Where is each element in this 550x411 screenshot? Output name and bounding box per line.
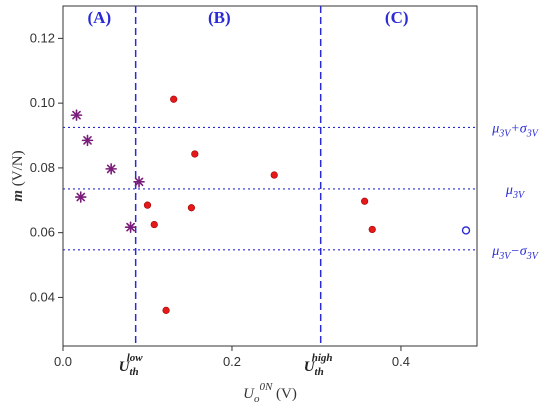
reference-line-label: μ3V−σ3V xyxy=(491,244,540,262)
red-point xyxy=(162,306,170,314)
threshold-label-sub: th xyxy=(130,366,139,378)
x-axis-title-sup: 0N xyxy=(259,381,273,393)
ref-label-sub2: 3V xyxy=(526,251,540,262)
red-point xyxy=(187,204,196,212)
ref-label-rest: +σ xyxy=(510,121,527,136)
x-axis-title-sub: o xyxy=(254,393,260,405)
region-labels: (A) (B) (C) xyxy=(88,8,409,27)
threshold-label-sup: high xyxy=(312,352,333,364)
threshold-label-base: U xyxy=(119,359,131,375)
red-point xyxy=(191,150,199,158)
x-tick-label: 0.2 xyxy=(223,354,241,369)
threshold-label-sub: th xyxy=(315,366,324,378)
threshold-label-sup: low xyxy=(127,352,144,364)
x-axis-title: Uo0N (V) xyxy=(243,381,297,405)
x-tick-label: 0.0 xyxy=(54,354,72,369)
plot-axes: 0.0 0.2 0.4 0.04 0.06 0.08 0.10 0.12 xyxy=(30,5,478,369)
ref-label-main: μ xyxy=(491,121,499,136)
ref-label-sub: 3V xyxy=(498,251,512,262)
axis-titles: Uo0N (V) m (V/N) xyxy=(10,150,297,405)
red-point xyxy=(143,201,152,209)
region-label: (C) xyxy=(385,8,409,27)
data-points xyxy=(70,95,471,314)
y-tick-label: 0.12 xyxy=(30,30,55,45)
star-stroke xyxy=(76,192,86,202)
reference-line-label: μ3V+σ3V xyxy=(491,121,540,139)
y-axis-title-main: m xyxy=(10,190,26,202)
threshold-label: Uth high xyxy=(304,352,333,378)
star-point xyxy=(81,134,94,147)
red-point xyxy=(270,171,278,179)
red-point xyxy=(368,225,376,234)
ref-label-rest: −σ xyxy=(510,244,527,259)
ref-label-sub2: 3V xyxy=(526,128,540,139)
star-stroke xyxy=(126,222,135,232)
region-label: (B) xyxy=(208,8,231,27)
star-stroke xyxy=(106,164,116,174)
y-axis-title-unit: (V/N) xyxy=(10,150,26,190)
ref-label-sub: 3V xyxy=(498,128,512,139)
ref-label-sub: 3V xyxy=(512,190,526,201)
red-point xyxy=(170,95,178,103)
x-axis-title-main: U xyxy=(243,386,255,402)
star-point xyxy=(74,191,87,203)
star-stroke xyxy=(72,110,81,120)
ref-label-main: μ xyxy=(491,244,499,259)
region-label: (A) xyxy=(88,8,112,27)
y-tick-label: 0.08 xyxy=(30,160,55,175)
threshold-label-base: U xyxy=(304,359,316,375)
threshold-label: Uth low xyxy=(119,352,144,378)
plot-frame xyxy=(62,5,478,347)
red-point xyxy=(150,220,158,229)
x-tick-label: 0.4 xyxy=(392,354,410,369)
star-point xyxy=(105,163,117,175)
star-stroke xyxy=(83,136,92,145)
star-point xyxy=(133,176,145,188)
red-point xyxy=(361,197,369,205)
x-axis-title-unit: (V) xyxy=(272,386,297,402)
ref-label-main: μ xyxy=(505,183,513,198)
y-tick-label: 0.10 xyxy=(30,95,55,110)
star-point xyxy=(124,221,137,233)
star-stroke xyxy=(134,177,144,187)
y-tick-label: 0.04 xyxy=(30,289,55,304)
star-point xyxy=(70,109,83,121)
open-point xyxy=(461,226,471,235)
reference-line-label: μ3V xyxy=(505,183,526,201)
y-tick-label: 0.06 xyxy=(30,225,55,240)
y-axis-title: m (V/N) xyxy=(10,150,26,201)
